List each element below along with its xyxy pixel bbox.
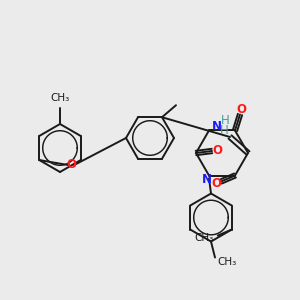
Text: H: H: [221, 114, 230, 127]
Text: H: H: [220, 124, 228, 136]
Text: CH₃: CH₃: [50, 93, 70, 103]
Text: O: O: [66, 158, 76, 172]
Text: O: O: [212, 145, 222, 158]
Text: CH₃: CH₃: [194, 232, 214, 242]
Text: O: O: [211, 177, 221, 190]
Text: CH₃: CH₃: [217, 256, 236, 266]
Text: N: N: [212, 120, 222, 133]
Text: N: N: [202, 173, 212, 186]
Text: O: O: [236, 103, 246, 116]
